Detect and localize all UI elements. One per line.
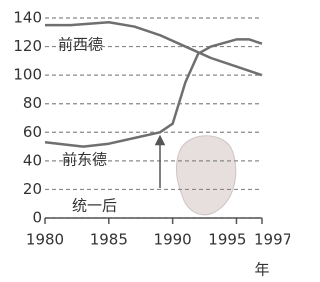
heart-illustration: [176, 136, 235, 215]
chart: 统一后 年 0 20 40 60 80 100 120 140 1980 1985 1990 1995…: [0, 0, 290, 282]
x-axis-label: 年: [254, 261, 269, 279]
x-tick-label: 1997: [254, 231, 290, 249]
series-label: 前东德: [62, 151, 107, 169]
series-line: [45, 39, 262, 146]
y-tick-label: 40: [23, 151, 42, 169]
y-tick-label: 60: [23, 123, 42, 141]
y-tick-label: 20: [23, 180, 42, 198]
x-tick-label: 1990: [154, 231, 192, 249]
x-tick-label: 1985: [90, 231, 128, 249]
y-tick-label: 80: [23, 94, 42, 112]
y-tick-label: 120: [13, 37, 42, 55]
x-tick-label: 1995: [208, 231, 246, 249]
annotation: 统一后: [72, 197, 117, 215]
y-tick-label: 100: [13, 66, 42, 84]
x-tick-label: 1980: [26, 231, 64, 249]
y-tick-label: 0: [32, 209, 42, 227]
series-label: 前西德: [58, 36, 103, 54]
y-tick-label: 140: [13, 9, 42, 27]
